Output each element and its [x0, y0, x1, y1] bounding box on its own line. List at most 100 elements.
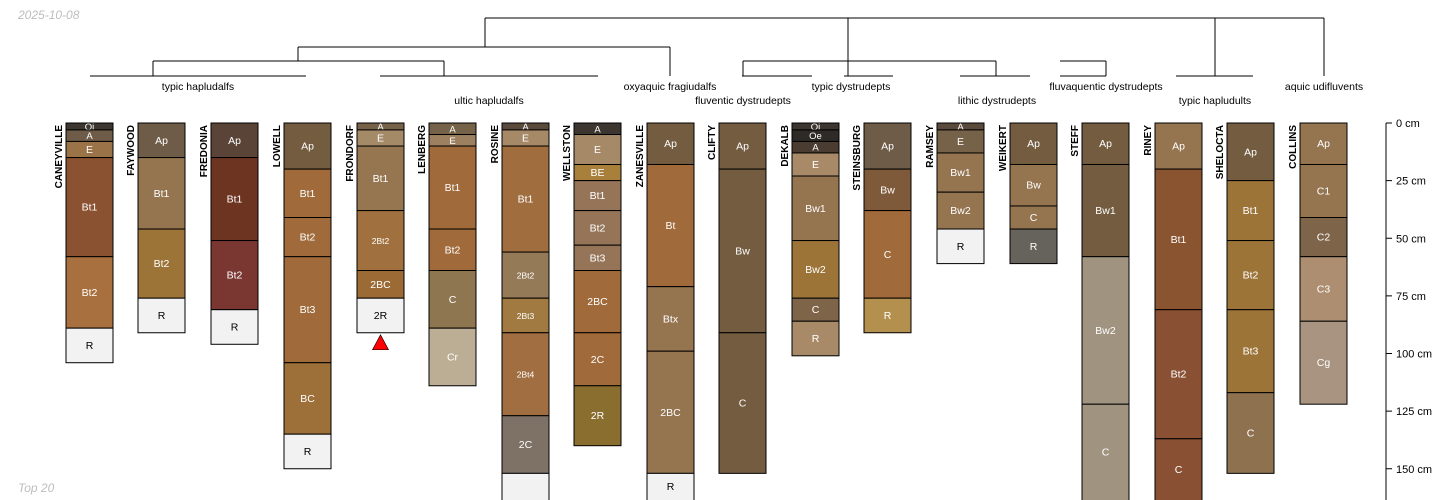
horizon-label: Ap — [664, 138, 677, 150]
horizon-block — [283, 168, 332, 219]
horizon-block — [1154, 438, 1203, 500]
horizon-block — [210, 122, 259, 159]
horizon-block — [573, 210, 622, 246]
profile-fredonia: Ap Bt1 Bt2 R FREDONIA — [199, 122, 259, 345]
horizon-block — [936, 228, 985, 265]
profile-wellston: AE BE Bt1 Bt2 Bt3 2BC 2C 2R WELLSTON — [562, 122, 622, 447]
horizon-label: A — [957, 122, 964, 133]
horizon-label: A — [594, 124, 601, 135]
horizon-label: Bw1 — [805, 203, 826, 215]
profile-name: WELLSTON — [562, 125, 573, 181]
horizon-label: BE — [590, 167, 604, 179]
profile-weikert: Ap Bw C R WEIKERT — [998, 122, 1058, 265]
horizon-block — [573, 270, 622, 334]
horizon-label: Ap — [881, 141, 894, 153]
horizon-block — [718, 332, 767, 474]
profile-frondorf: AE Bt1 2Bt2 2BC 2R FRONDORF — [345, 122, 405, 351]
horizon-label: Bt2 — [82, 287, 98, 299]
profile-name: STEINSBURG — [852, 125, 863, 191]
horizon-block — [137, 297, 186, 334]
horizon-label: Ap — [1027, 138, 1040, 150]
horizon-label: C — [884, 249, 892, 261]
horizon-label: 2Bt4 — [517, 370, 535, 380]
horizon-block — [791, 240, 840, 299]
horizon-label: Oi — [85, 122, 95, 133]
horizon-label: 2BC — [660, 407, 681, 419]
horizon-label: Bw1 — [950, 167, 971, 179]
horizon-label: R — [231, 321, 239, 333]
horizon-label: 2BC — [587, 296, 608, 308]
horizon-label: Bt1 — [1171, 234, 1187, 246]
depth-tick-label: 100 cm — [1396, 349, 1432, 361]
horizon-block — [283, 217, 332, 258]
horizon-block — [718, 122, 767, 170]
depth-axis: 0 cm 25 cm 50 cm 75 cm 100 cm 125 cm 150 cm — [1385, 118, 1432, 500]
profile-name: RAMSEY — [925, 125, 936, 168]
horizon-block — [1081, 256, 1130, 405]
horizon-label: C — [449, 294, 457, 306]
horizon-label: Oe — [809, 131, 822, 142]
horizon-label: C3 — [1317, 283, 1331, 295]
horizon-block — [1081, 163, 1130, 258]
horizon-label: Bt1 — [518, 194, 534, 206]
profile-lenberg: AE Bt1 Bt2 C Cr LENBERG — [417, 122, 477, 387]
profile-name: CANEYVILLE — [54, 125, 65, 189]
horizon-label: 2Bt3 — [517, 311, 535, 321]
horizon-label: Bw2 — [805, 264, 826, 276]
profile-name: CLIFTY — [707, 125, 718, 160]
horizon-label: R — [1030, 241, 1038, 253]
horizon-block — [1299, 320, 1348, 405]
horizon-block — [356, 210, 405, 272]
horizon-block — [573, 385, 622, 447]
horizon-label: R — [667, 481, 675, 493]
taxon-group-label: aquic udifluvents — [1285, 81, 1363, 93]
horizon-label: 2R — [591, 410, 605, 422]
profile-faywood: Ap Bt1 Bt2 R FAYWOOD — [126, 122, 186, 334]
depth-tick-label: 25 cm — [1396, 176, 1426, 188]
horizon-block — [1009, 228, 1058, 265]
horizon-label: A — [377, 122, 384, 133]
horizon-label: Bt2 — [300, 232, 316, 244]
horizon-label: Ap — [1099, 138, 1112, 150]
horizon-label: Bt2 — [445, 244, 461, 256]
horizon-block — [1154, 168, 1203, 311]
horizon-label: E — [86, 144, 93, 156]
horizon-block — [1299, 163, 1348, 219]
depth-tick-label: 50 cm — [1396, 233, 1426, 245]
horizon-label: 2Bt2 — [372, 236, 390, 246]
horizon-label: Bt3 — [1243, 346, 1259, 358]
horizon-block — [936, 152, 985, 193]
horizon-block — [501, 332, 550, 417]
horizon-block — [791, 320, 840, 357]
horizon-label: A — [812, 143, 819, 154]
horizon-label: Bt1 — [1243, 205, 1259, 217]
horizon-block — [283, 433, 332, 470]
depth-tick-label: 150 cm — [1396, 464, 1432, 476]
horizon-block — [501, 145, 550, 253]
horizon-block — [356, 297, 405, 334]
horizon-block — [210, 240, 259, 311]
horizon-label: Bw1 — [1095, 205, 1116, 217]
profile-ramsey: AE Bw1 Bw2 R RAMSEY — [925, 122, 985, 265]
horizon-label: R — [304, 446, 312, 458]
profile-zanesville: Ap Bt Btx 2BC R ZANESVILLE — [635, 122, 695, 500]
horizon-block — [1226, 122, 1275, 182]
taxon-group-label: lithic dystrudepts — [958, 95, 1036, 107]
horizon-label: C — [739, 398, 747, 410]
horizon-label: 2R — [374, 310, 388, 322]
horizon-block — [1081, 122, 1130, 165]
depth-tick-label: 0 cm — [1396, 118, 1420, 130]
horizon-label: 2C — [519, 439, 533, 451]
horizon-block — [573, 180, 622, 212]
date-stamp: 2025-10-08 — [18, 8, 80, 22]
group-labels: typic hapludalfs ultic hapludalfs oxyaquic… — [162, 81, 1363, 107]
horizon-block — [1299, 217, 1348, 258]
horizon-label: Bt3 — [300, 304, 316, 316]
horizon-label: C — [1102, 447, 1110, 459]
horizon-block — [137, 228, 186, 299]
profile-collins: Ap C1 C2 C3 Cg COLLINS — [1288, 122, 1348, 405]
horizon-block — [646, 472, 695, 500]
horizon-block — [501, 415, 550, 474]
profile-steff: Ap Bw1 Bw2 C STEFF — [1070, 122, 1130, 500]
